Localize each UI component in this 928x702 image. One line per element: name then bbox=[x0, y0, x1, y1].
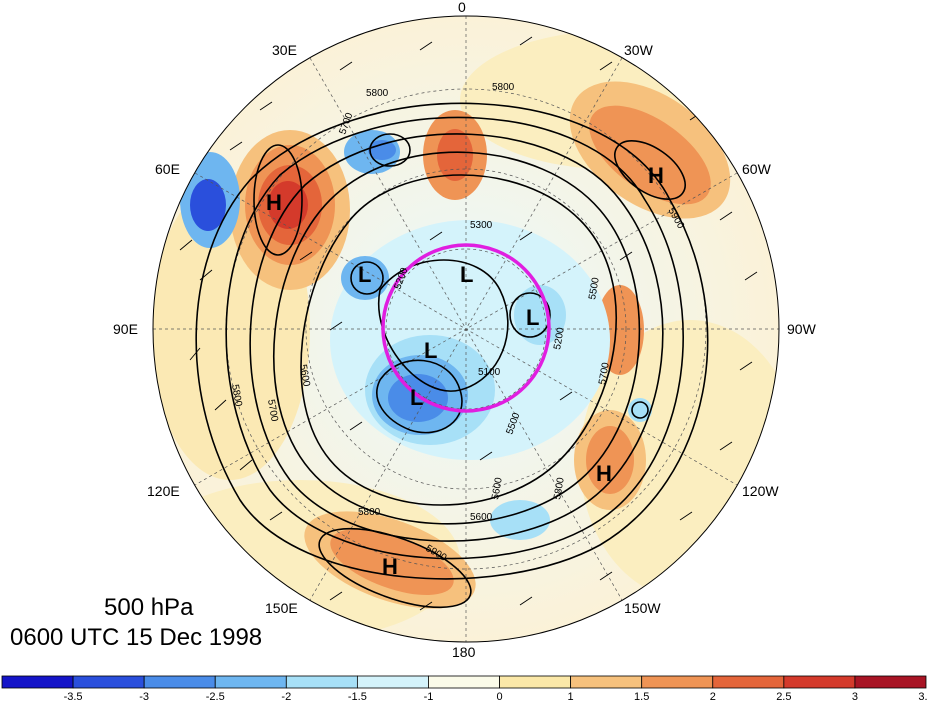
colorbar-tick-label: 0 bbox=[496, 691, 502, 702]
contour-label: 5200 bbox=[552, 326, 567, 350]
lon-label-30w: 30W bbox=[624, 42, 654, 58]
height-contours bbox=[195, 102, 709, 609]
contour-label: 5700 bbox=[597, 361, 612, 385]
low-center: L bbox=[460, 262, 473, 287]
colorbar-box bbox=[854, 675, 927, 689]
colorbar-tick-label: 1.5 bbox=[634, 691, 649, 702]
lon-label-150e: 150E bbox=[265, 600, 298, 616]
colorbar-tick-label: 3.5 bbox=[918, 691, 928, 702]
colorbar-tick-label: 1 bbox=[568, 691, 574, 702]
lon-label-30e: 30E bbox=[272, 42, 297, 58]
pressure-centers: L L L L L H H H H bbox=[266, 163, 664, 579]
colorbar-box bbox=[214, 675, 287, 689]
colorbar-box bbox=[143, 675, 216, 689]
colorbar-tick-label: -1.5 bbox=[348, 691, 367, 702]
contour-label: 5800 bbox=[229, 384, 244, 408]
wind-barbs bbox=[179, 36, 758, 611]
colorbar-tick-label: -3.5 bbox=[64, 691, 83, 702]
lon-label-120w: 120W bbox=[742, 483, 779, 499]
high-center: H bbox=[266, 190, 282, 215]
lon-label-60e: 60E bbox=[155, 161, 180, 177]
title-pressure-level: 500 hPa bbox=[104, 594, 194, 621]
colorbar: -3.5 -3 -2.5 -2 -1.5 -1 0 1 1.5 2 2.5 3 3.5 bbox=[1, 675, 928, 702]
colorbar-box bbox=[783, 675, 856, 689]
colorbar-tick-label: -2 bbox=[281, 691, 291, 702]
colorbar-tick-label: -3 bbox=[139, 691, 149, 702]
contour-label: 5800 bbox=[492, 82, 515, 93]
title-timestamp: 0600 UTC 15 Dec 1998 bbox=[10, 624, 263, 651]
longitude-labels: 0 30W 60W 90W 120W 150W 180 150E 120E 90… bbox=[113, 0, 817, 660]
lon-label-0: 0 bbox=[458, 0, 466, 15]
low-center: L bbox=[526, 305, 539, 330]
lon-label-150w: 150W bbox=[624, 600, 661, 616]
lon-label-90e: 90E bbox=[113, 321, 138, 337]
lon-label-60w: 60W bbox=[742, 161, 772, 177]
low-center: L bbox=[424, 338, 437, 363]
colorbar-boxes bbox=[1, 675, 927, 689]
colorbar-tick-label: -1 bbox=[424, 691, 434, 702]
colorbar-box bbox=[285, 675, 358, 689]
contour-label: 5300 bbox=[470, 220, 493, 231]
lon-label-180: 180 bbox=[452, 644, 476, 660]
high-center: H bbox=[648, 163, 664, 188]
low-center: L bbox=[410, 385, 423, 410]
colorbar-tick-label: 3 bbox=[852, 691, 858, 702]
contour-label: 5600 bbox=[490, 476, 505, 500]
colorbar-box bbox=[641, 675, 714, 689]
lon-label-120e: 120E bbox=[147, 483, 180, 499]
contour-label: 5600 bbox=[470, 512, 493, 523]
colorbar-box bbox=[570, 675, 643, 689]
high-center: H bbox=[382, 554, 398, 579]
lon-label-90w: 90W bbox=[787, 321, 817, 337]
colorbar-tick-label: 2 bbox=[710, 691, 716, 702]
colorbar-box bbox=[712, 675, 785, 689]
contour-label: 5100 bbox=[478, 367, 501, 378]
colorbar-box bbox=[428, 675, 500, 689]
contour-label: 5600 bbox=[297, 364, 312, 388]
low-center: L bbox=[358, 262, 371, 287]
contour-label: 5800 bbox=[358, 507, 381, 518]
colorbar-box bbox=[72, 675, 145, 689]
contour-label: 5700 bbox=[265, 399, 280, 423]
globe-outline bbox=[152, 15, 780, 643]
contour-label: 5800 bbox=[552, 476, 567, 500]
colorbar-tick-label: -2.5 bbox=[206, 691, 225, 702]
colorbar-box bbox=[499, 675, 572, 689]
contour-label: 5500 bbox=[587, 276, 602, 300]
colorbar-box bbox=[1, 675, 74, 689]
colorbar-tick-label: 2.5 bbox=[776, 691, 791, 702]
colorbar-box bbox=[356, 675, 429, 689]
high-center: H bbox=[596, 461, 612, 486]
colorbar-labels: -3.5 -3 -2.5 -2 -1.5 -1 0 1 1.5 2 2.5 3 3.5 bbox=[64, 691, 928, 702]
contour-label: 5800 bbox=[366, 88, 389, 99]
highlight-circle bbox=[381, 243, 551, 413]
